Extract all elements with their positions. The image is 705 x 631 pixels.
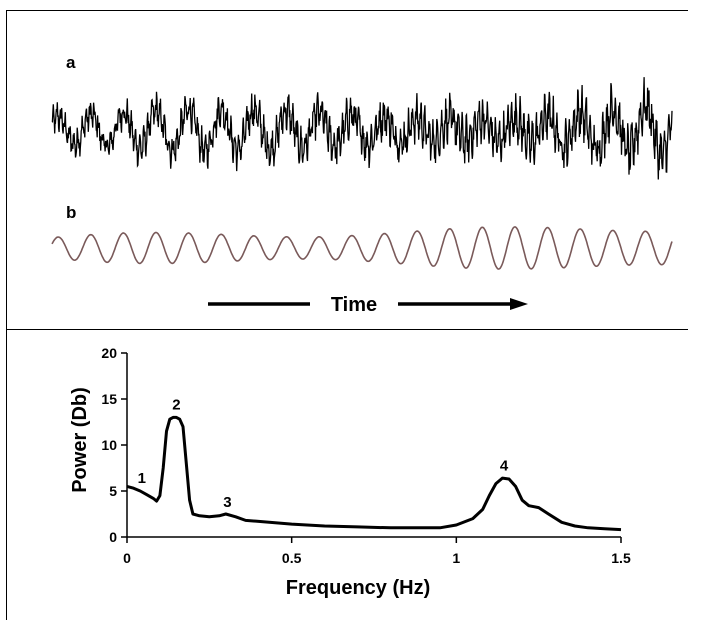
spectrum-line <box>126 415 622 532</box>
x-tick-label: 1.5 <box>611 550 631 566</box>
peak-label-4: 4 <box>500 457 509 474</box>
x-tick-label: 0 <box>123 550 131 566</box>
x-tick-label: 0.5 <box>282 550 302 566</box>
y-tick-label: 20 <box>101 345 117 361</box>
time-label: Time <box>331 294 377 316</box>
trace-b-line <box>51 226 673 270</box>
spectrum-plot: 0 5 10 15 20 0 0.5 1 1.5 1 2 3 4 Frequency (Hz) Po… <box>69 345 631 599</box>
time-arrow-head <box>510 298 528 310</box>
x-axis-title: Frequency (Hz) <box>286 577 430 599</box>
y-tick-label: 10 <box>101 437 117 453</box>
y-tick-label: 15 <box>101 391 117 407</box>
trace-a-line <box>51 77 673 180</box>
y-axis-title: Power (Db) <box>69 387 91 493</box>
y-tick-label: 0 <box>109 529 117 545</box>
panel-divider <box>6 329 688 330</box>
peak-label-2: 2 <box>172 397 180 414</box>
peak-label-3: 3 <box>223 494 231 511</box>
panel-a-label: a <box>66 53 76 72</box>
peak-label-1: 1 <box>138 470 146 487</box>
x-tick-label: 1 <box>452 550 460 566</box>
figure-frame <box>6 10 688 620</box>
y-tick-label: 5 <box>109 483 117 499</box>
panel-b-label: b <box>66 203 76 222</box>
